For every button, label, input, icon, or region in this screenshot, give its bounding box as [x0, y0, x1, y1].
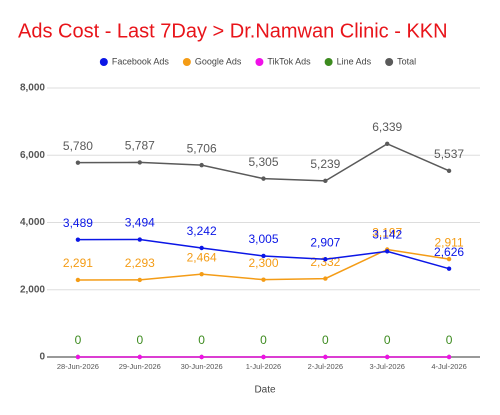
data-point [137, 354, 142, 360]
data-label: 5,305 [248, 155, 278, 169]
x-tick-label: 28-Jun-2026 [57, 362, 99, 371]
x-tick-label: 1-Jul-2026 [246, 362, 281, 371]
data-label: 5,239 [310, 157, 340, 171]
legend-label: Line Ads [337, 56, 372, 66]
data-point [199, 245, 204, 251]
y-tick-label: 8,000 [20, 83, 45, 94]
data-point [323, 354, 328, 360]
data-point [199, 354, 204, 360]
data-label: 5,706 [187, 141, 217, 155]
data-point [323, 276, 328, 281]
data-point [446, 168, 452, 174]
data-point [199, 271, 204, 277]
data-point [261, 277, 266, 282]
data-point [137, 237, 142, 242]
data-point [75, 354, 81, 360]
legend-marker [385, 58, 394, 66]
series: 5,780 5,787 5,706 5,305 5,239 6,339 5,537 [63, 120, 464, 184]
data-label: 2,291 [63, 256, 93, 270]
data-label: 2,464 [187, 250, 217, 264]
data-point [323, 178, 328, 184]
y-tick-label: 6,000 [20, 150, 45, 161]
data-point [75, 160, 81, 165]
x-axis-title: Date [254, 385, 276, 396]
data-point [446, 354, 452, 360]
data-label: 0 [446, 333, 453, 347]
legend-label: Total [397, 56, 416, 66]
legend-marker [324, 58, 333, 66]
chart-title: Ads Cost - Last 7Day > Dr.Namwan Clinic … [18, 20, 448, 42]
data-label: 3,142 [372, 228, 402, 242]
data-point [199, 162, 204, 168]
legend: Facebook Ads Google Ads TikTok Ads Line Ads… [99, 56, 416, 66]
data-label: 3,494 [125, 216, 155, 230]
data-point [385, 354, 390, 360]
data-label: 0 [136, 333, 143, 347]
data-point [75, 277, 81, 283]
data-point [261, 176, 266, 181]
data-label: 2,626 [434, 245, 464, 259]
data-label: 3,242 [187, 224, 217, 238]
data-label: 5,537 [434, 147, 464, 161]
x-tick-label: 29-Jun-2026 [119, 362, 161, 371]
data-label: 2,300 [248, 256, 278, 270]
data-point [323, 257, 328, 262]
y-tick-label: 0 [39, 352, 45, 363]
data-point [261, 253, 266, 259]
data-point [137, 160, 142, 165]
data-label: 5,787 [125, 139, 155, 153]
series [75, 354, 452, 360]
series: 3,489 3,494 3,242 3,005 2,907 3,142 2,626 [63, 216, 464, 271]
data-label: 0 [322, 333, 329, 347]
data-label: 0 [260, 333, 267, 347]
data-label: 0 [75, 333, 82, 347]
legend-marker [255, 58, 264, 66]
legend-marker [99, 58, 108, 66]
data-label: 5,780 [63, 139, 93, 153]
data-label: 2,293 [125, 256, 155, 270]
data-point [385, 141, 390, 147]
data-label: 6,339 [372, 120, 402, 134]
data-label: 0 [384, 333, 391, 347]
legend-label: TikTok Ads [267, 56, 311, 66]
legend-label: Facebook Ads [112, 56, 170, 66]
data-point [75, 237, 81, 242]
data-label: 2,332 [310, 255, 340, 269]
x-tick-label: 4-Jul-2026 [431, 362, 466, 371]
data-point [446, 256, 452, 262]
data-point [137, 277, 142, 283]
legend-label: Google Ads [195, 56, 242, 66]
x-tick-label: 2-Jul-2026 [308, 362, 343, 371]
y-tick-label: 4,000 [20, 217, 45, 228]
x-tick-label: 30-Jun-2026 [181, 362, 223, 371]
data-point [261, 354, 266, 360]
data-label: 3,197 [372, 226, 402, 240]
data-label: 3,489 [63, 216, 93, 230]
data-label: 0 [198, 333, 205, 347]
data-point [385, 249, 390, 254]
data-label: 3,005 [248, 232, 278, 246]
data-label: 2,907 [310, 235, 340, 249]
data-point [446, 266, 452, 271]
y-tick-label: 2,000 [20, 284, 45, 295]
x-tick-label: 3-Jul-2026 [369, 362, 404, 371]
data-label: 2,911 [435, 235, 464, 249]
legend-marker [182, 58, 191, 66]
